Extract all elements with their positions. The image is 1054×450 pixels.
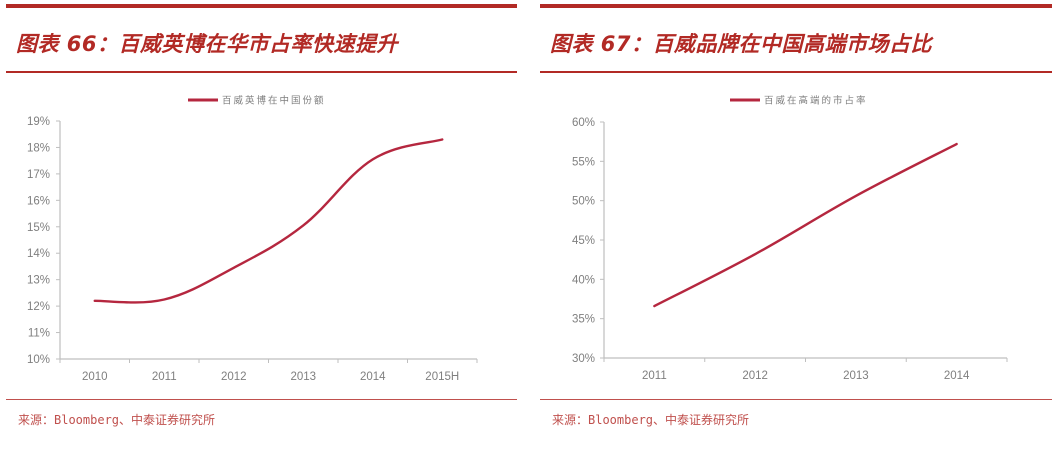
chart-title: 图表 67：百威品牌在中国高端市场占比 [550, 32, 933, 56]
x-tick-label: 2014 [360, 371, 386, 383]
chart-panel-premium-share: 图表 67：百威品牌在中国高端市场占比 百威在高端的市占率 30% 35% 40% 45… [540, 0, 1052, 450]
x-tick-label: 2011 [152, 371, 177, 383]
x-tick-label: 2012 [221, 371, 247, 383]
line-chart-china-share: 百威英博在中国份额 10% 11% 12% 13% 14% 15% 16% 17% 18% 19% 2… [27, 95, 478, 383]
chart-panel-market-share: 图表 66：百威英博在华市占率快速提升 百威英博在中国份额 10% 11% 12% 13… [6, 0, 517, 450]
y-tick-label: 16% [27, 195, 50, 207]
title-rule [540, 71, 1052, 73]
y-tick-label: 50% [572, 196, 595, 208]
x-tick-label: 2010 [82, 371, 108, 383]
y-tick-label: 11% [28, 328, 50, 340]
x-tick-label: 2013 [843, 370, 869, 382]
x-tick-label: 2014 [944, 370, 970, 382]
y-tick-label: 15% [27, 222, 50, 234]
legend-label: 百威在高端的市占率 [764, 95, 868, 107]
title-rule [6, 71, 517, 73]
series-line [93, 138, 444, 304]
x-tick-label: 2011 [642, 370, 667, 382]
chart-title: 图表 66：百威英博在华市占率快速提升 [16, 32, 399, 56]
source-note: 来源：Bloomberg、中泰证券研究所 [552, 413, 750, 427]
y-tick-label: 60% [572, 117, 595, 129]
top-rule [540, 4, 1052, 8]
y-axis: 10% 11% 12% 13% 14% 15% 16% 17% 18% 19% [27, 116, 61, 366]
y-tick-label: 19% [27, 116, 50, 128]
y-tick-label: 18% [27, 142, 50, 154]
legend: 百威英博在中国份额 [188, 95, 326, 107]
y-axis: 30% 35% 40% 45% 50% 55% 60% [572, 117, 605, 365]
x-tick-label: 2013 [290, 371, 316, 383]
top-rule [6, 4, 517, 8]
x-tick-label: 2012 [742, 370, 768, 382]
y-tick-label: 17% [27, 169, 50, 181]
x-axis: 2010 2011 2012 2013 2014 2015H [59, 358, 478, 383]
bottom-rule [6, 399, 517, 400]
y-tick-label: 13% [27, 275, 50, 287]
x-axis: 2011 2012 2013 2014 [603, 357, 1008, 382]
y-tick-label: 40% [572, 274, 595, 286]
bottom-rule [540, 399, 1052, 400]
x-tick-label: 2015H [425, 371, 459, 383]
y-tick-label: 30% [572, 353, 595, 365]
y-tick-label: 45% [572, 235, 595, 247]
series-line [653, 142, 958, 308]
y-tick-label: 35% [572, 314, 595, 326]
y-tick-label: 10% [27, 354, 50, 366]
y-tick-label: 12% [27, 301, 50, 313]
legend: 百威在高端的市占率 [730, 95, 868, 107]
legend-label: 百威英博在中国份额 [222, 95, 326, 107]
source-note: 来源：Bloomberg、中泰证券研究所 [18, 413, 216, 427]
y-tick-label: 55% [572, 156, 595, 168]
y-tick-label: 14% [27, 248, 50, 260]
